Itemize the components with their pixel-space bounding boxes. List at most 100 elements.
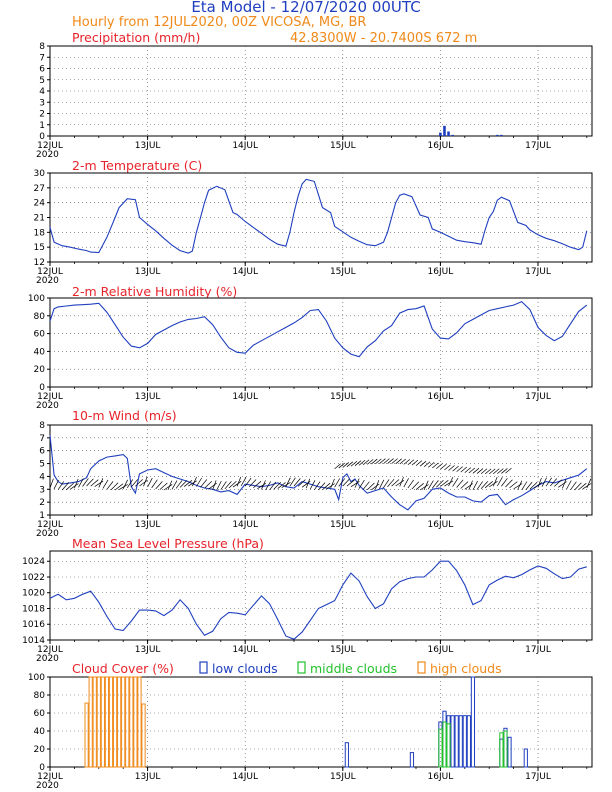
wind-barb <box>562 478 567 489</box>
wind-ytick-label: 7 <box>39 434 45 444</box>
wind-barb-upper <box>346 461 354 468</box>
wind-barb-upper <box>379 458 386 464</box>
temp-year-label: 2020 <box>36 276 59 286</box>
wind-ytick-label: 3 <box>39 485 45 495</box>
wind-panel: 10-m Wind (m/s) 1 2 3 4 5 6 7 8 12JUL 13JUL 14JUL 1… <box>36 408 593 539</box>
temp-ytick-label: 21 <box>34 214 45 224</box>
wind-barb <box>346 479 355 487</box>
wind-barb <box>196 477 202 487</box>
legend-low-label: low clouds <box>212 661 278 676</box>
wind-barb-upper <box>358 459 366 466</box>
wind-barb <box>330 478 335 489</box>
wind-barb <box>452 478 459 487</box>
pressure-title: Mean Sea Level Pressure (hPa) <box>72 536 264 551</box>
rh-ytick-label: 40 <box>34 347 46 357</box>
rh-ytick-label: 80 <box>34 312 46 322</box>
wind-barb <box>492 476 498 487</box>
wind-barb-upper <box>407 459 415 465</box>
cloud-low-bar <box>450 715 455 768</box>
precip-xtick-label: 14JUL <box>232 141 258 151</box>
wind-barb <box>273 482 281 490</box>
wind-barb <box>326 483 335 490</box>
wind-barb <box>114 483 124 491</box>
wind-barb <box>497 477 503 487</box>
wind-barb <box>513 483 523 490</box>
wind-barb <box>375 479 380 490</box>
precip-xtick-label: 17JUL <box>525 141 551 151</box>
wind-barb-upper <box>371 458 378 465</box>
rh-xtick-label: 12JUL <box>37 392 63 402</box>
wind-barb-upper <box>444 464 451 471</box>
temp-xtick-label: 12JUL <box>37 267 63 277</box>
precip-ytick-label: 6 <box>39 65 45 75</box>
wind-barb <box>74 478 79 489</box>
wind-barb <box>537 477 542 488</box>
wind-barb <box>297 479 306 487</box>
wind-barb <box>244 477 252 487</box>
temp-ytick-label: 27 <box>34 184 45 194</box>
wind-barb <box>301 481 311 488</box>
wind-barb <box>289 477 296 487</box>
wind-barb <box>90 479 99 487</box>
wind-barb <box>228 481 237 489</box>
wind-barb <box>440 480 449 487</box>
wind-barb <box>216 480 222 491</box>
temp-ytick-label: 15 <box>34 243 45 253</box>
wind-barb-upper <box>387 458 394 464</box>
legend-high-swatch <box>417 661 426 674</box>
cloud-high-bar <box>121 676 126 768</box>
precip-bar <box>496 134 499 136</box>
wind-series-line <box>49 435 588 511</box>
rh-xtick-label: 13JUL <box>135 392 161 402</box>
cloud-xtick-label: 16JUL <box>428 772 454 782</box>
wind-barb <box>78 478 84 488</box>
wind-barb <box>293 478 301 487</box>
legend-middle-label: middle clouds <box>310 661 397 676</box>
precip-xtick-label: 16JUL <box>428 141 454 151</box>
wind-barb <box>558 481 567 488</box>
wind-barb <box>159 482 168 490</box>
cloud-xtick-label: 12JUL <box>37 772 63 782</box>
cloud-high-bar <box>137 676 142 768</box>
legend-low-swatch <box>199 661 208 674</box>
wind-barb <box>338 478 346 487</box>
wind-barb-upper <box>468 467 476 474</box>
rh-ytick-label: 100 <box>28 294 45 304</box>
wind-barb <box>464 483 474 490</box>
wind-barb-upper <box>411 459 419 466</box>
wind-barb-upper <box>501 468 508 474</box>
wind-barb-upper <box>338 462 345 469</box>
wind-barb <box>240 477 247 487</box>
cloud-xtick-label: 14JUL <box>232 772 258 782</box>
cloud-year-label: 2020 <box>36 781 59 791</box>
wind-barb <box>354 478 360 488</box>
cloud-xtick-label: 17JUL <box>525 772 551 782</box>
humidity-panel: 2-m Relative Humidity (%) 0 20 40 60 80 100 12… <box>28 284 593 411</box>
wind-barb <box>554 479 562 487</box>
wind-barb <box>61 482 70 491</box>
wind-barb <box>110 482 119 491</box>
cloud-middle-bar <box>446 723 451 768</box>
cloud-middle-bar <box>503 730 508 768</box>
temp-ytick-label: 30 <box>34 169 46 179</box>
temp-series-line <box>49 178 588 254</box>
mslp-ytick-label: 1014 <box>22 636 45 646</box>
wind-barb <box>192 476 197 487</box>
wind-barb-upper <box>436 463 443 469</box>
wind-barb-upper <box>440 464 447 470</box>
wind-barb <box>309 480 316 490</box>
wind-barb-upper <box>476 468 484 474</box>
wind-barb <box>468 480 473 491</box>
wind-barb <box>220 481 227 490</box>
wind-barb-upper <box>456 466 463 472</box>
wind-barb <box>484 481 493 489</box>
mslp-ytick-label: 1020 <box>22 589 45 599</box>
cloud-title: Cloud Cover (%) <box>72 661 174 676</box>
wind-barb <box>399 476 404 487</box>
wind-barb <box>305 478 311 489</box>
temp-ytick-label: 12 <box>34 258 45 268</box>
wind-title: 10-m Wind (m/s) <box>72 408 177 423</box>
wind-barb <box>334 478 341 488</box>
wind-barb <box>419 484 429 491</box>
